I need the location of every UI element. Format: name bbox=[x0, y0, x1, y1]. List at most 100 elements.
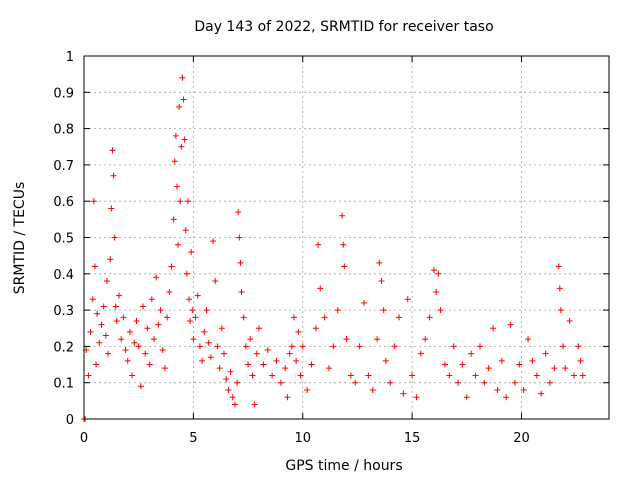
data-point bbox=[135, 343, 142, 350]
data-point bbox=[124, 357, 131, 364]
data-point bbox=[490, 325, 497, 332]
data-point bbox=[387, 379, 394, 386]
gridlines bbox=[84, 56, 609, 419]
data-point bbox=[108, 205, 115, 212]
data-point bbox=[89, 296, 96, 303]
data-point bbox=[516, 361, 523, 368]
data-point bbox=[396, 314, 402, 321]
data-point bbox=[133, 317, 140, 324]
data-point bbox=[146, 361, 153, 368]
chart-title: Day 143 of 2022, SRMTID for receiver tas… bbox=[194, 19, 493, 35]
data-point bbox=[577, 357, 584, 364]
data-point bbox=[546, 379, 553, 386]
data-point bbox=[579, 372, 586, 379]
data-point bbox=[181, 136, 188, 143]
data-point bbox=[315, 241, 322, 248]
data-point bbox=[431, 267, 437, 274]
data-point bbox=[142, 350, 149, 357]
data-point bbox=[131, 339, 138, 346]
data-point bbox=[235, 209, 242, 216]
data-points bbox=[81, 74, 586, 422]
data-point bbox=[245, 361, 252, 368]
data-point bbox=[533, 372, 540, 379]
data-point bbox=[571, 372, 577, 379]
data-point bbox=[374, 336, 381, 343]
data-point bbox=[188, 249, 195, 256]
data-point bbox=[326, 365, 332, 372]
x-axis-label: GPS time / hours bbox=[285, 458, 402, 474]
data-point bbox=[151, 336, 157, 343]
data-point bbox=[105, 350, 112, 357]
data-point bbox=[192, 314, 199, 321]
data-point bbox=[85, 372, 92, 379]
data-point bbox=[205, 339, 212, 346]
data-point bbox=[347, 372, 354, 379]
data-point bbox=[369, 386, 376, 393]
data-point bbox=[341, 263, 348, 270]
data-point bbox=[455, 379, 462, 386]
data-point bbox=[334, 307, 341, 314]
data-point bbox=[216, 365, 223, 372]
data-point bbox=[110, 172, 117, 179]
data-point bbox=[190, 336, 197, 343]
data-point bbox=[417, 350, 424, 357]
y-tick-label: 0.6 bbox=[53, 195, 74, 210]
data-point bbox=[242, 343, 249, 350]
data-point bbox=[107, 256, 114, 263]
x-tick-label: 10 bbox=[294, 431, 311, 446]
data-point bbox=[330, 343, 337, 350]
data-point bbox=[286, 350, 293, 357]
data-point bbox=[260, 361, 267, 368]
data-point bbox=[566, 317, 573, 324]
data-point bbox=[555, 263, 562, 270]
data-point bbox=[178, 143, 185, 150]
data-point bbox=[339, 212, 346, 219]
data-point bbox=[251, 401, 258, 408]
data-point bbox=[247, 336, 254, 343]
data-point bbox=[176, 103, 183, 110]
data-point bbox=[542, 350, 549, 357]
data-point bbox=[391, 343, 398, 350]
data-point bbox=[166, 288, 173, 295]
data-point bbox=[556, 285, 563, 292]
data-point bbox=[352, 379, 359, 386]
data-point bbox=[103, 278, 110, 285]
data-point bbox=[494, 386, 501, 393]
data-point bbox=[210, 238, 217, 245]
y-tick-label: 0.3 bbox=[53, 304, 74, 319]
data-point bbox=[291, 314, 297, 321]
plot-frame bbox=[83, 55, 610, 420]
data-point bbox=[155, 321, 162, 328]
data-point bbox=[450, 343, 457, 350]
data-point bbox=[253, 350, 260, 357]
y-tick-label: 0.5 bbox=[53, 232, 74, 247]
data-point bbox=[317, 285, 324, 292]
data-point bbox=[498, 357, 505, 364]
data-point bbox=[225, 386, 232, 393]
x-tick-label: 15 bbox=[404, 431, 421, 446]
data-point bbox=[409, 372, 416, 379]
data-point bbox=[100, 303, 107, 310]
data-point bbox=[269, 372, 276, 379]
data-point bbox=[234, 379, 241, 386]
data-point bbox=[459, 361, 466, 368]
data-point bbox=[148, 296, 155, 303]
data-point bbox=[111, 234, 118, 241]
data-point bbox=[365, 372, 372, 379]
data-point bbox=[551, 365, 558, 372]
data-point bbox=[485, 365, 492, 372]
data-point bbox=[229, 394, 236, 401]
y-tick-label: 0.9 bbox=[53, 86, 74, 101]
data-point bbox=[400, 390, 407, 397]
y-tick-label: 1 bbox=[66, 50, 74, 65]
data-point bbox=[94, 310, 101, 317]
data-point bbox=[378, 278, 385, 285]
x-tick-label: 20 bbox=[513, 431, 530, 446]
data-point bbox=[96, 339, 103, 346]
data-point bbox=[238, 288, 245, 295]
data-point bbox=[273, 357, 280, 364]
data-point bbox=[159, 347, 166, 354]
y-tick-label: 0.8 bbox=[53, 123, 74, 138]
data-point bbox=[153, 274, 160, 281]
